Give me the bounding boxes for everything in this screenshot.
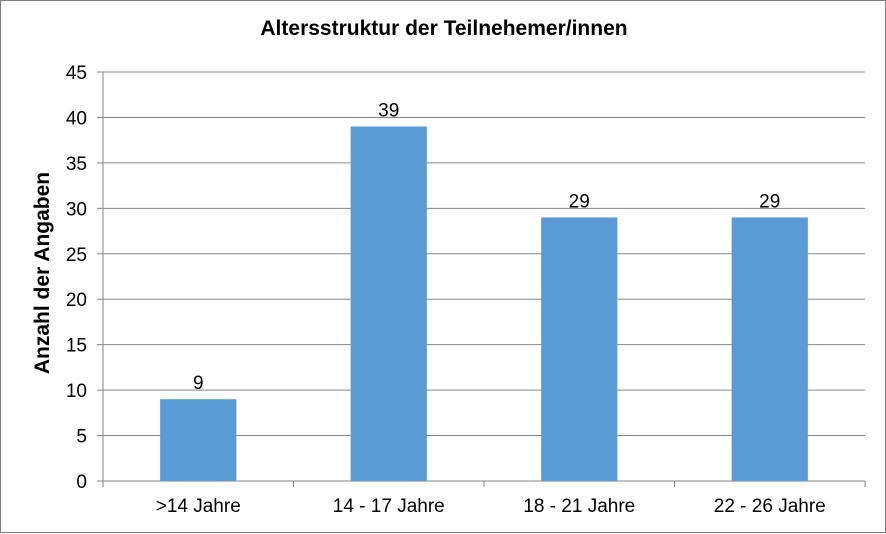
data-label: 29: [759, 191, 780, 212]
y-tick-label: 30: [66, 199, 87, 220]
bar: [160, 399, 237, 481]
y-tick-label: 45: [66, 63, 87, 84]
bar: [731, 217, 808, 481]
data-label: 39: [378, 101, 399, 122]
y-tick-label: 5: [76, 427, 87, 448]
x-tick-label: 22 - 26 Jahre: [714, 496, 826, 517]
y-tick-label: 15: [66, 336, 87, 357]
y-tick-label: 0: [76, 472, 87, 493]
bar: [350, 126, 427, 482]
y-tick-label: 20: [66, 290, 87, 311]
data-label: 9: [193, 373, 204, 394]
bar: [541, 217, 618, 481]
y-tick-label: 35: [66, 154, 87, 175]
data-label: 29: [569, 191, 590, 212]
x-tick-label: >14 Jahre: [156, 496, 241, 517]
y-tick-label: 10: [66, 381, 87, 402]
x-tick-label: 14 - 17 Jahre: [333, 496, 445, 517]
chart-title: Altersstruktur der Teilnehemer/innen: [260, 17, 628, 40]
y-axis-title: Anzahl der Angaben: [31, 172, 54, 374]
y-tick-label: 40: [66, 108, 87, 129]
y-tick-label: 25: [66, 245, 87, 266]
x-tick-label: 18 - 21 Jahre: [523, 496, 635, 517]
